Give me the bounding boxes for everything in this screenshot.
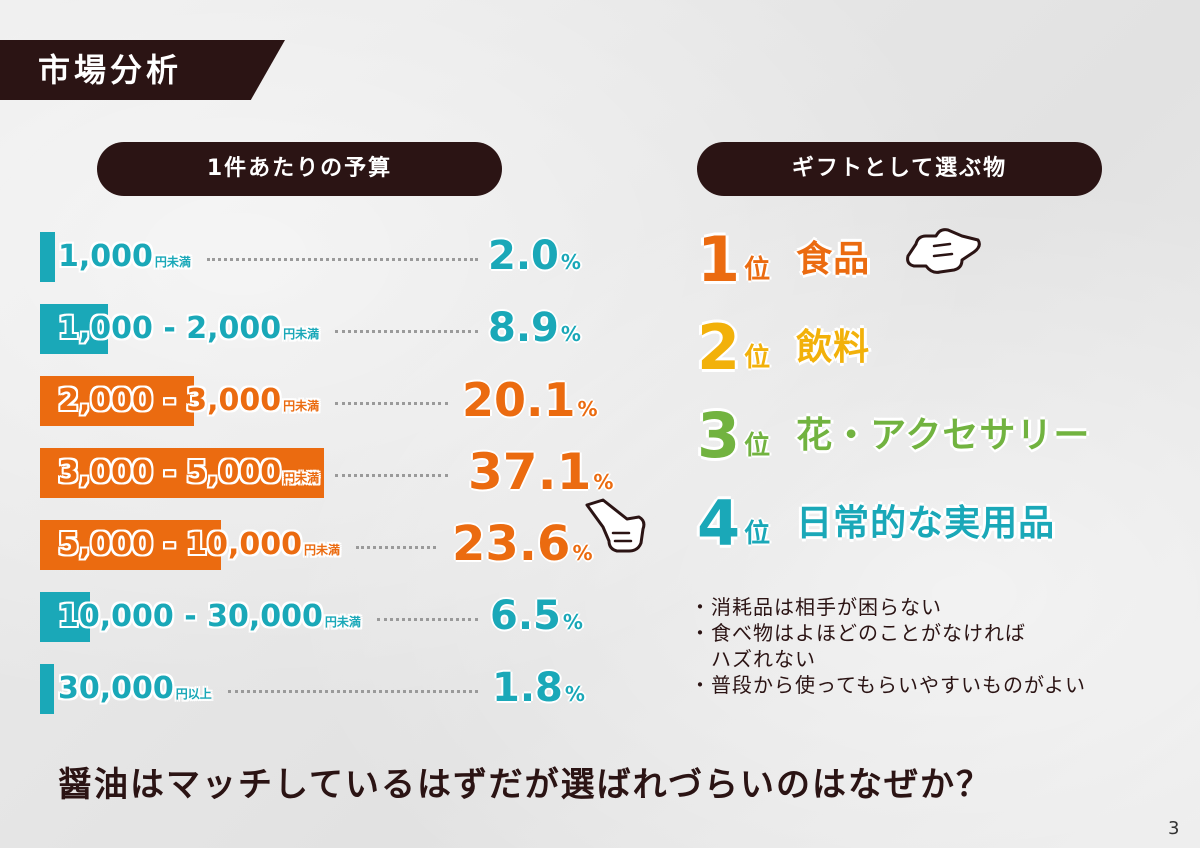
budget-range: 10,000 - 30,000 <box>58 599 323 634</box>
leader-dots <box>356 546 436 549</box>
gift-rank-row: 1 位食品 <box>697 225 870 295</box>
budget-bar <box>40 448 324 498</box>
budget-range: 30,000 <box>58 671 174 706</box>
percent-sign: % <box>577 397 598 421</box>
gift-ranking-title: ギフトとして選ぶ物 <box>697 142 1102 196</box>
budget-percentage: 2.0% <box>488 226 581 286</box>
budget-range-unit: 円未満 <box>304 543 341 557</box>
budget-range: 5,000 - 10,000 <box>58 527 302 562</box>
rank-item: 花・アクセサリー <box>796 415 1091 456</box>
rank-number: 3 <box>697 399 741 472</box>
budget-range-label: 30,000 円以上 <box>58 664 212 714</box>
budget-chart-title: 1件あたりの予算 <box>97 142 502 196</box>
budget-range-label: 2,000 - 3,000 円未満 <box>58 376 319 426</box>
rank-number: 4 <box>697 487 741 560</box>
percentage-value: 37.1 <box>468 443 592 501</box>
budget-bar <box>40 592 90 642</box>
budget-percentage: 1.8% <box>492 658 585 718</box>
budget-range: 1,000 - 2,000 <box>58 311 282 346</box>
percent-sign: % <box>560 322 581 346</box>
leader-dots <box>335 402 448 405</box>
budget-range: 2,000 - 3,000 <box>58 383 282 418</box>
rank-item: 日常的な実用品 <box>796 503 1056 544</box>
page-title: 市場分析 <box>38 51 183 89</box>
key-question: 醤油はマッチしているはずだが選ばれづらいのはなぜか？ <box>58 765 992 805</box>
leader-dots <box>227 690 478 693</box>
rank-item: 飲料 <box>796 327 871 368</box>
percentage-value: 1.8 <box>492 665 563 711</box>
budget-range-label: 1,000 - 2,000 円未満 <box>58 304 319 354</box>
percentage-value: 8.9 <box>488 305 559 351</box>
rank-suffix: 位 <box>744 255 771 285</box>
rank-suffix: 位 <box>744 343 771 373</box>
budget-range-label: 10,000 - 30,000 円未満 <box>58 592 361 642</box>
percentage-value: 6.5 <box>490 593 561 639</box>
percent-sign: % <box>564 682 585 706</box>
budget-bar <box>40 520 221 570</box>
rank-item: 食品 <box>796 239 871 280</box>
budget-percentage: 20.1% <box>462 370 598 430</box>
rank-number: 2 <box>697 311 741 384</box>
budget-percentage: 6.5% <box>490 586 583 646</box>
budget-bar <box>40 376 194 426</box>
budget-bar-chart: 1,000 円未満 2.0% 1,000 - 2,000 円未満 8.9% 2,000 - … <box>0 0 620 740</box>
percent-sign: % <box>593 470 614 494</box>
budget-range-unit: 円以上 <box>175 687 212 701</box>
budget-range-unit: 円未満 <box>283 471 320 485</box>
gift-note: ・食べ物はよほどのことがなければ <box>690 621 1026 645</box>
gift-note: ・普段から使ってもらいやすいものがよい <box>690 673 1086 697</box>
budget-range-label: 3,000 - 5,000 円未満 <box>58 448 319 498</box>
budget-range-label: 1,000 円未満 <box>58 232 191 282</box>
percentage-value: 20.1 <box>462 373 576 427</box>
gift-note: ・消耗品は相手が困らない <box>690 595 942 619</box>
pointing-hand-icon <box>906 228 981 274</box>
budget-bar <box>40 304 109 354</box>
percent-sign: % <box>562 610 583 634</box>
budget-range-unit: 円未満 <box>324 615 361 629</box>
budget-range-label: 5,000 - 10,000 円未満 <box>58 520 340 570</box>
page-number: 3 <box>1168 818 1180 839</box>
percentage-value: 23.6 <box>452 516 571 572</box>
leader-dots <box>335 330 478 333</box>
leader-dots <box>206 258 478 261</box>
budget-range-unit: 円未満 <box>154 255 191 269</box>
rank-number: 1 <box>697 223 741 296</box>
percent-sign: % <box>572 541 593 565</box>
budget-range: 1,000 <box>58 239 153 274</box>
budget-range-unit: 円未満 <box>283 399 320 413</box>
gift-rank-row: 2 位飲料 <box>697 313 870 383</box>
gift-rank-row: 3 位花・アクセサリー <box>697 401 1090 471</box>
budget-bar <box>40 664 54 714</box>
budget-percentage: 23.6% <box>452 514 592 574</box>
title-band <box>0 40 285 100</box>
gift-note: ハズれない <box>690 647 816 671</box>
pointing-hand-icon <box>585 498 646 553</box>
budget-range-unit: 円未満 <box>283 327 320 341</box>
rank-suffix: 位 <box>744 431 771 461</box>
budget-percentage: 37.1% <box>468 442 613 502</box>
percent-sign: % <box>560 250 581 274</box>
budget-range: 3,000 - 5,000 <box>58 455 282 490</box>
gift-rank-row: 4 位日常的な実用品 <box>697 489 1055 559</box>
budget-bar <box>40 232 56 282</box>
budget-percentage: 8.9% <box>488 298 581 358</box>
percentage-value: 2.0 <box>488 233 559 279</box>
leader-dots <box>376 618 478 621</box>
leader-dots <box>335 474 448 477</box>
rank-suffix: 位 <box>744 519 771 549</box>
